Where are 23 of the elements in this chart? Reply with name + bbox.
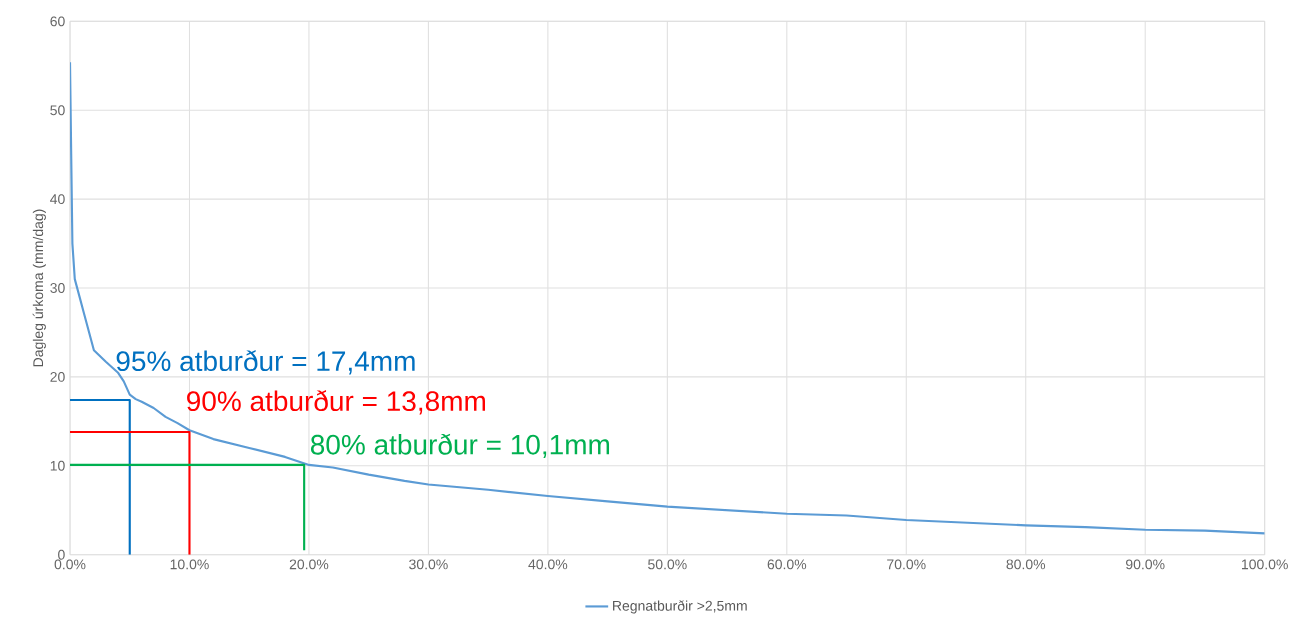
x-tick-label: 10.0% — [170, 559, 209, 570]
annotation: 80% atburður = 10,1mm — [310, 433, 610, 458]
y-axis-title: Dagleg úrkoma (mm/dag) — [32, 209, 46, 367]
y-tick-label: 0 — [58, 549, 65, 560]
x-tick-label: 40.0% — [528, 559, 568, 570]
x-tick-label: 70.0% — [887, 559, 926, 570]
x-tick-label: 50.0% — [648, 559, 687, 570]
annotation: 95% atburður = 17,4mm — [116, 350, 415, 375]
annotation: 90% atburður = 13,8mm — [187, 390, 485, 415]
y-tick-label: 40 — [50, 194, 65, 205]
x-tick-label: 80.0% — [1006, 559, 1046, 570]
x-tick-label: 20.0% — [289, 559, 329, 570]
y-tick-label: 30 — [50, 283, 65, 293]
y-tick-label: 60 — [50, 16, 65, 27]
y-tick-label: 50 — [50, 105, 65, 116]
legend-label: Regnatburðir >2,5mm — [613, 600, 747, 614]
x-tick-label: 60.0% — [767, 559, 807, 570]
y-tick-label: 20 — [50, 371, 65, 382]
x-tick-label: 30.0% — [409, 559, 448, 570]
x-tick-label: 100.0% — [1242, 559, 1288, 570]
y-tick-label: 10 — [50, 460, 65, 471]
x-tick-label: 90.0% — [1126, 559, 1165, 570]
x-tick-label: 0.0% — [54, 559, 86, 570]
